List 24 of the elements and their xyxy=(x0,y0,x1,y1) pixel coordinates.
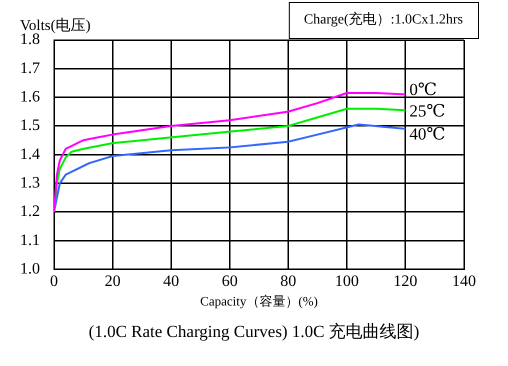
x-tick-label: 0 xyxy=(50,273,58,290)
x-axis-title: Capacity（容量）(%) xyxy=(200,294,318,309)
y-tick-label: 1.6 xyxy=(20,88,40,106)
x-tick-label: 20 xyxy=(104,273,121,290)
series-label: 0℃ xyxy=(409,80,437,99)
text: (1.0C Rate Charging Curves) 1.0C 充电曲线图) xyxy=(88,321,420,343)
series-label: 40℃ xyxy=(409,124,446,144)
series-label: 25℃ xyxy=(409,102,446,121)
y-tick-label: 1.5 xyxy=(20,117,40,134)
text: Charge(充电）:1.0Cx1.2hrs xyxy=(304,12,464,28)
x-tick-label: 80 xyxy=(280,273,296,290)
y-tick-label: 1.8 xyxy=(20,31,40,48)
y-tick-label: 1.4 xyxy=(20,146,40,163)
x-tick-label: 100 xyxy=(334,273,359,290)
y-tick-label: 1.0 xyxy=(20,260,40,278)
y-tick-label: 1.3 xyxy=(20,174,40,192)
x-tick-label: 140 xyxy=(452,273,476,290)
x-tick-label: 40 xyxy=(163,273,180,290)
y-tick-label: 1.1 xyxy=(20,232,40,249)
x-tick-label: 120 xyxy=(393,273,418,290)
y-tick-label: 1.2 xyxy=(20,203,40,220)
x-tick-label: 60 xyxy=(222,273,238,290)
y-axis-title: Volts(电压) xyxy=(20,17,91,34)
y-tick-label: 1.7 xyxy=(20,60,40,77)
